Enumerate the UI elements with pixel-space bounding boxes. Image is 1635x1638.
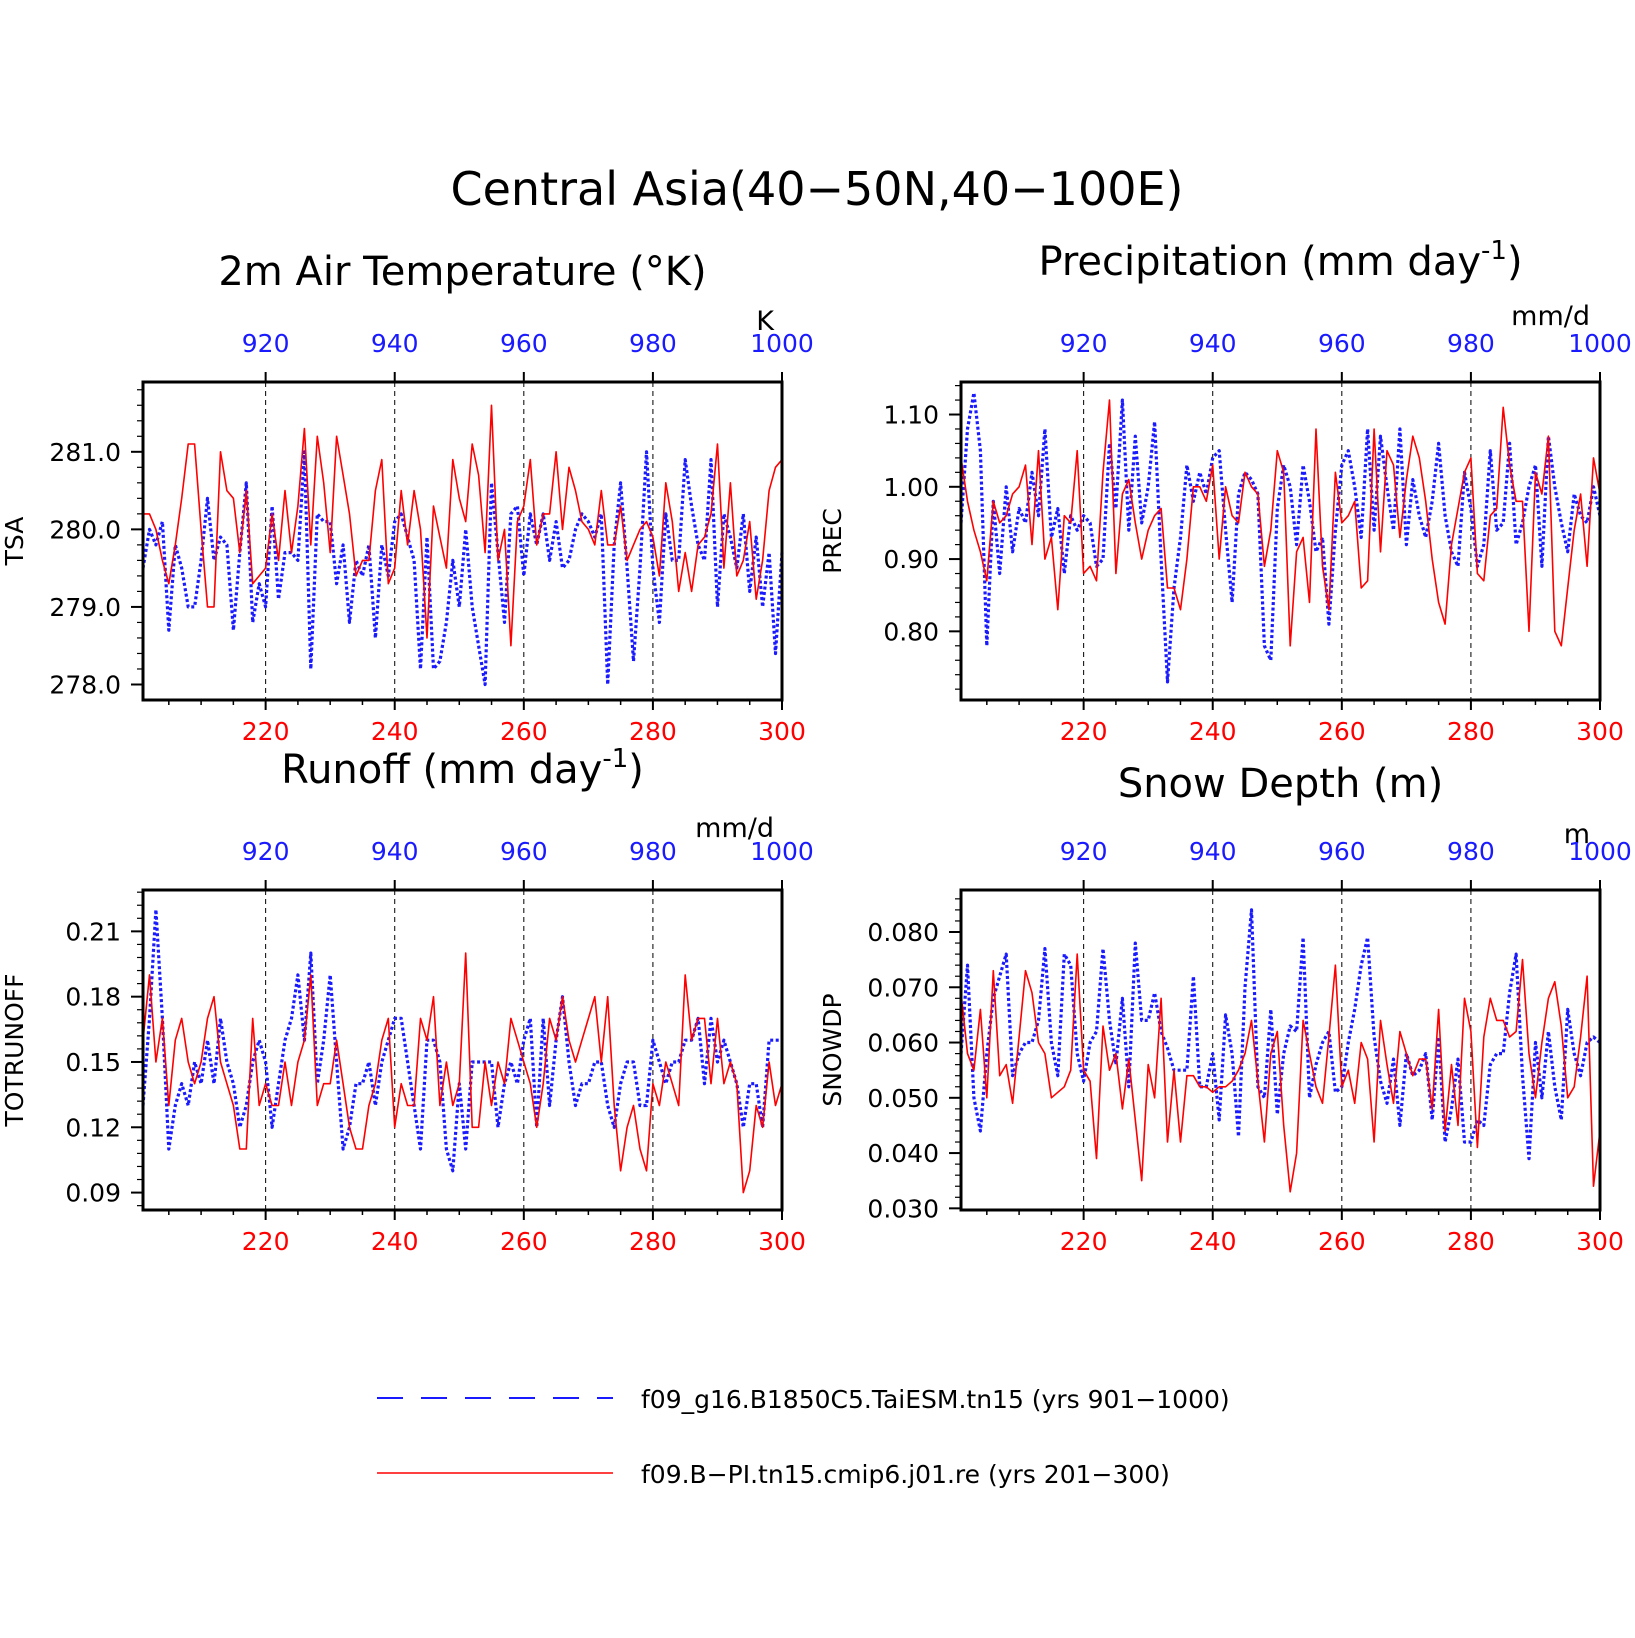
bottom-tick-label-1-3: 280 [1447,717,1495,746]
panel-units-2: mm/d [695,813,774,844]
top-tick-label-1-0: 920 [1060,329,1108,358]
series-line-1-blue [959,391,1602,684]
bottom-tick-label-0-0: 220 [242,717,290,746]
y-tick-label-3-5: 0.080 [867,918,939,947]
y-tick-label-3-4: 0.070 [867,973,939,1002]
bottom-tick-label-2-2: 260 [500,1227,548,1256]
y-tick-label-2-3: 0.18 [65,983,121,1012]
panel-title-3: Snow Depth (m) [1118,761,1443,807]
bottom-tick-label-0-1: 240 [371,717,419,746]
top-tick-label-3-4: 1000 [1568,837,1632,866]
series-line-3-red [960,953,1601,1193]
panel-frame-1 [959,380,1602,702]
bottom-tick-label-1-4: 300 [1576,717,1624,746]
top-tick-label-3-1: 940 [1189,837,1237,866]
bottom-tick-label-0-4: 300 [758,717,806,746]
bottom-tick-label-2-3: 280 [629,1227,677,1256]
legend: f09_g16.B1850C5.TaiESM.tn15 (yrs 901−100… [377,1385,1230,1489]
bottom-tick-label-0-2: 260 [500,717,548,746]
top-tick-label-1-4: 1000 [1568,329,1632,358]
y-tick-label-3-1: 0.040 [867,1139,939,1168]
series-line-0-blue [141,450,784,687]
series-line-2-blue [141,907,782,1173]
y-tick-label-1-2: 1.00 [883,473,939,502]
top-tick-label-3-0: 920 [1060,837,1108,866]
bottom-tick-label-2-0: 220 [242,1227,290,1256]
top-tick-label-3-2: 960 [1318,837,1366,866]
figure-title: Central Asia(40−50N,40−100E) [451,162,1184,216]
top-tick-label-1-1: 940 [1189,329,1237,358]
legend-label-blue: f09_g16.B1850C5.TaiESM.tn15 (yrs 901−100… [641,1385,1230,1414]
top-tick-label-2-0: 920 [242,837,290,866]
y-tick-label-3-2: 0.050 [867,1084,939,1113]
top-tick-label-2-3: 980 [629,837,677,866]
bottom-tick-label-1-0: 220 [1060,717,1108,746]
y-axis-label-1: PREC [818,508,847,574]
y-tick-label-2-1: 0.12 [65,1113,121,1142]
y-tick-label-1-1: 0.90 [883,545,939,574]
top-tick-label-0-2: 960 [500,329,548,358]
top-tick-label-0-4: 1000 [750,329,814,358]
top-tick-label-1-3: 980 [1447,329,1495,358]
y-tick-label-2-4: 0.21 [65,917,121,946]
y-tick-label-3-0: 0.030 [867,1194,939,1223]
series-line-2-red [142,952,783,1194]
panel-units-1: mm/d [1511,301,1590,332]
series-line-0-red [143,404,783,647]
y-axis-label-3: SNOWDP [818,993,847,1106]
bottom-tick-label-3-2: 260 [1318,1227,1366,1256]
series-line-1-red [960,399,1601,647]
top-tick-label-0-1: 940 [371,329,419,358]
bottom-tick-label-2-1: 240 [371,1227,419,1256]
bottom-tick-label-3-0: 220 [1060,1227,1108,1256]
panel-frame-0 [141,380,784,702]
panels: 2m Air Temperature (°K) K TSA 220 240 260 280 3… [0,236,1632,1256]
panel-title-1: Precipitation (mm day-1) [1038,236,1522,285]
panel-title-0: 2m Air Temperature (°K) [218,249,706,295]
series-line-3-blue [959,908,1602,1161]
y-tick-label-2-0: 0.09 [65,1179,121,1208]
bottom-tick-label-3-1: 240 [1189,1227,1237,1256]
y-tick-label-1-0: 0.80 [883,617,939,646]
bottom-tick-label-1-1: 240 [1189,717,1237,746]
y-tick-label-1-3: 1.10 [883,401,939,430]
top-tick-label-1-2: 960 [1318,329,1366,358]
panel-frame-3 [959,888,1602,1212]
bottom-tick-label-2-4: 300 [758,1227,806,1256]
top-tick-label-0-0: 920 [242,329,290,358]
bottom-tick-label-3-4: 300 [1576,1227,1624,1256]
bottom-tick-label-1-2: 260 [1318,717,1366,746]
panel-units-3: m [1564,819,1590,850]
bottom-tick-label-0-3: 280 [629,717,677,746]
top-tick-label-3-3: 980 [1447,837,1495,866]
top-tick-label-2-2: 960 [500,837,548,866]
panel-frame-2 [141,888,784,1212]
y-tick-label-3-3: 0.060 [867,1029,939,1058]
y-tick-label-2-2: 0.15 [65,1048,121,1077]
y-tick-label-0-2: 280.0 [49,515,121,544]
legend-label-red: f09.B−PI.tn15.cmip6.j01.re (yrs 201−300) [641,1460,1170,1489]
y-tick-label-0-0: 278.0 [49,670,121,699]
y-tick-label-0-3: 281.0 [49,438,121,467]
y-axis-label-0: TSA [0,517,29,567]
panel-units-0: K [756,306,775,337]
bottom-tick-label-3-3: 280 [1447,1227,1495,1256]
y-tick-label-0-1: 279.0 [49,593,121,622]
top-tick-label-2-4: 1000 [750,837,814,866]
top-tick-label-2-1: 940 [371,837,419,866]
y-axis-label-2: TOTRUNOFF [0,973,29,1127]
panel-title-2: Runoff (mm day-1) [281,744,644,793]
top-tick-label-0-3: 980 [629,329,677,358]
